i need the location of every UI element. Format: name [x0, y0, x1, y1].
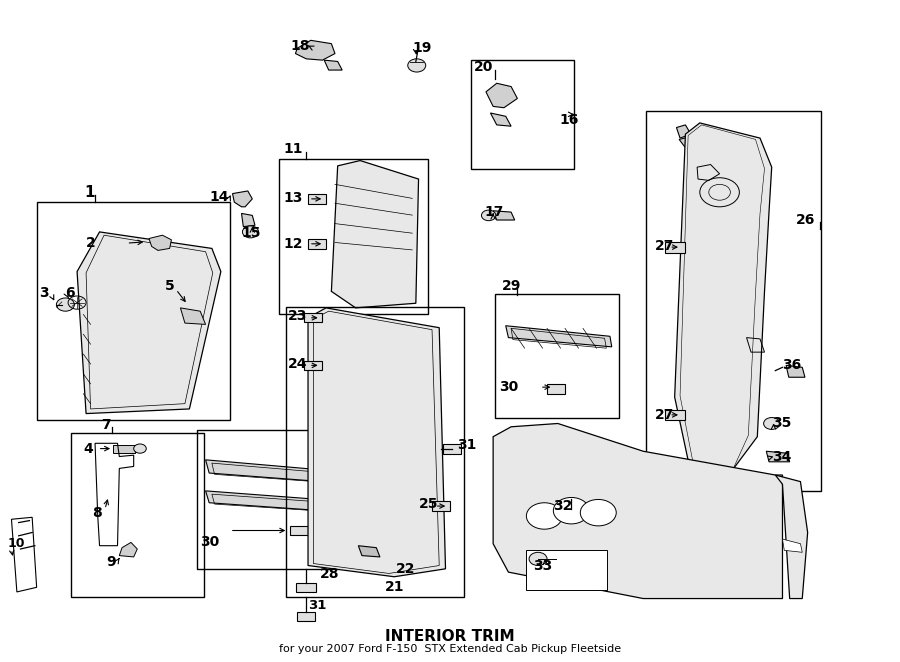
Polygon shape [77, 232, 220, 414]
Text: 8: 8 [93, 506, 102, 520]
Circle shape [580, 499, 616, 526]
Text: 27: 27 [655, 408, 674, 422]
Polygon shape [486, 83, 518, 108]
Text: 15: 15 [241, 226, 261, 240]
Polygon shape [241, 213, 255, 226]
Polygon shape [149, 235, 171, 250]
Bar [290, 526, 308, 536]
Bar [304, 313, 322, 322]
Polygon shape [295, 40, 335, 60]
Text: 22: 22 [396, 562, 416, 576]
Bar [547, 384, 565, 394]
Polygon shape [677, 125, 691, 138]
Bar [526, 550, 608, 590]
Text: 29: 29 [502, 279, 521, 293]
Polygon shape [358, 545, 380, 557]
Polygon shape [113, 445, 136, 453]
Text: 2: 2 [86, 236, 95, 250]
Polygon shape [205, 460, 322, 482]
Bar [196, 430, 333, 569]
Text: 31: 31 [308, 598, 327, 612]
Bar [304, 361, 322, 370]
Polygon shape [308, 308, 446, 577]
Polygon shape [782, 539, 802, 552]
Circle shape [57, 298, 75, 311]
Bar [286, 307, 464, 596]
Bar [443, 444, 461, 453]
Text: 17: 17 [484, 205, 503, 219]
Text: 4: 4 [84, 442, 93, 455]
Text: 14: 14 [209, 190, 229, 204]
Text: 19: 19 [412, 41, 432, 55]
Text: 12: 12 [284, 237, 303, 251]
Text: 10: 10 [8, 538, 25, 550]
Bar [296, 583, 316, 592]
Text: 20: 20 [474, 60, 493, 73]
Circle shape [134, 444, 147, 453]
Text: 9: 9 [107, 555, 116, 569]
Polygon shape [786, 365, 805, 377]
Text: 25: 25 [418, 497, 438, 511]
Polygon shape [766, 451, 789, 462]
Text: 7: 7 [102, 418, 111, 432]
Bar [71, 433, 203, 596]
Text: 21: 21 [384, 581, 404, 594]
Text: 27: 27 [655, 240, 674, 254]
Text: 13: 13 [284, 191, 303, 205]
Text: INTERIOR TRIM: INTERIOR TRIM [385, 629, 515, 643]
Circle shape [529, 552, 547, 565]
Text: for your 2007 Ford F-150  STX Extended Cab Pickup Fleetside: for your 2007 Ford F-150 STX Extended Ca… [279, 644, 621, 655]
Circle shape [526, 502, 562, 529]
Polygon shape [680, 136, 700, 152]
Text: 28: 28 [320, 567, 339, 581]
Text: 6: 6 [66, 286, 75, 300]
Circle shape [482, 210, 496, 220]
Text: 5: 5 [165, 279, 175, 293]
Text: 30: 30 [200, 536, 220, 549]
Bar [646, 111, 821, 491]
Polygon shape [180, 308, 205, 324]
Circle shape [763, 418, 779, 430]
Polygon shape [493, 211, 515, 220]
Bar [495, 294, 619, 418]
Polygon shape [675, 123, 771, 478]
Text: 30: 30 [500, 380, 518, 394]
Bar [297, 612, 315, 621]
Text: 3: 3 [40, 286, 49, 300]
Text: 34: 34 [771, 449, 791, 463]
Polygon shape [324, 60, 342, 70]
Polygon shape [506, 326, 612, 347]
Polygon shape [491, 113, 511, 126]
Text: 32: 32 [554, 499, 572, 513]
Bar [279, 160, 428, 314]
Bar [665, 242, 685, 253]
Text: 35: 35 [771, 416, 791, 430]
Text: 1: 1 [85, 185, 94, 200]
Polygon shape [120, 542, 138, 557]
Text: 36: 36 [782, 358, 802, 372]
Polygon shape [232, 191, 252, 207]
Polygon shape [205, 491, 322, 510]
Bar [432, 501, 450, 510]
Bar [665, 410, 685, 420]
Polygon shape [331, 161, 418, 308]
Bar [471, 60, 574, 169]
Circle shape [242, 226, 258, 238]
Text: 18: 18 [290, 38, 310, 52]
Circle shape [554, 497, 590, 524]
Text: 11: 11 [284, 142, 303, 156]
Circle shape [408, 59, 426, 72]
Text: 24: 24 [288, 357, 308, 371]
Polygon shape [775, 475, 807, 598]
Text: 31: 31 [457, 438, 477, 451]
Text: 33: 33 [533, 559, 552, 573]
Polygon shape [493, 424, 782, 598]
Bar [37, 202, 230, 420]
Text: 23: 23 [288, 309, 308, 324]
Text: 16: 16 [560, 113, 579, 126]
Bar [308, 239, 326, 249]
Text: 26: 26 [796, 213, 815, 227]
Bar [308, 194, 326, 204]
